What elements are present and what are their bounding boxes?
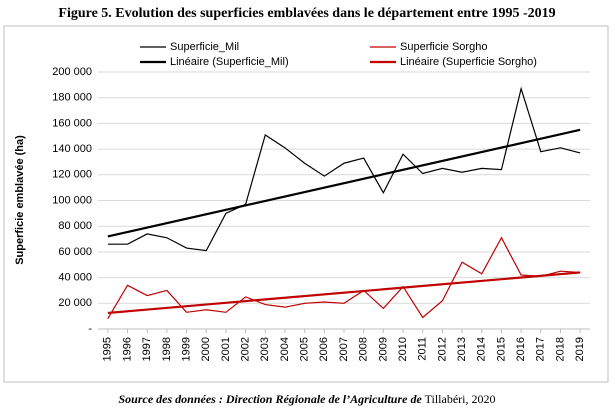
chart-frame (3, 25, 609, 383)
legend-label: Linéaire (Superficie Sorgho) (400, 56, 537, 68)
x-tick-label: 1995 (102, 337, 114, 361)
x-tick-label: 2016 (515, 337, 527, 361)
x-tick-label: 2002 (240, 337, 252, 361)
y-axis-label: Superficie emblavée (ha) (14, 135, 26, 265)
data-line (107, 86, 581, 252)
y-tick-label: 120 000 (52, 169, 92, 181)
y-tick-label: 40 000 (58, 272, 92, 284)
y-tick-label: 20 000 (58, 297, 92, 309)
x-tick-label: 1998 (161, 337, 173, 361)
y-tick-label: 200 000 (52, 66, 92, 78)
y-tick-label: 60 000 (58, 246, 92, 258)
x-tick-label: 2007 (338, 337, 350, 361)
legend-label: Superficie Sorgho (400, 41, 487, 53)
x-tick-label: 2001 (220, 337, 232, 361)
x-tick-label: 2005 (299, 337, 311, 361)
x-tick-label: 2014 (476, 337, 488, 361)
legend-label: Linéaire (Superficie_Mil) (170, 56, 289, 68)
y-tick-label: 80 000 (58, 220, 92, 232)
y-tick-label: 140 000 (52, 143, 92, 155)
x-tick-label: 2017 (535, 337, 547, 361)
x-tick-label: 2012 (436, 337, 448, 361)
x-tick-label: 2018 (554, 337, 566, 361)
y-tick-label: 180 000 (52, 92, 92, 104)
x-tick-label: 1999 (180, 337, 192, 361)
x-tick-label: 2013 (456, 337, 468, 361)
x-tick-label: 2004 (279, 337, 291, 361)
x-tick-label: 2011 (417, 337, 429, 361)
x-tick-label: 1996 (121, 337, 133, 361)
x-tick-label: 2019 (574, 337, 586, 361)
y-tick-label: 160 000 (52, 117, 92, 129)
trend-line (107, 128, 581, 238)
y-tick-label: 100 000 (52, 194, 92, 206)
source-caption: Source des données : Direction Régionale… (118, 392, 495, 406)
x-tick-label: 2010 (397, 337, 409, 361)
chart-title: Figure 5. Evolution des superficies embl… (58, 6, 555, 21)
x-tick-label: 2006 (318, 337, 330, 361)
x-tick-label: 1997 (141, 337, 153, 361)
x-tick-label: 2000 (200, 337, 212, 361)
legend-label: Superficie_Mil (170, 41, 239, 53)
x-tick-label: 2003 (259, 337, 271, 361)
source-text: Source des données : Direction Régionale… (118, 392, 422, 406)
y-tick-label: - (88, 323, 92, 335)
source-place: Tillabéri, 2020 (425, 392, 496, 406)
x-tick-label: 2015 (495, 337, 507, 361)
data-line (107, 236, 581, 320)
x-tick-label: 2008 (358, 337, 370, 361)
trend-line (107, 271, 581, 315)
x-tick-label: 2009 (377, 337, 389, 361)
